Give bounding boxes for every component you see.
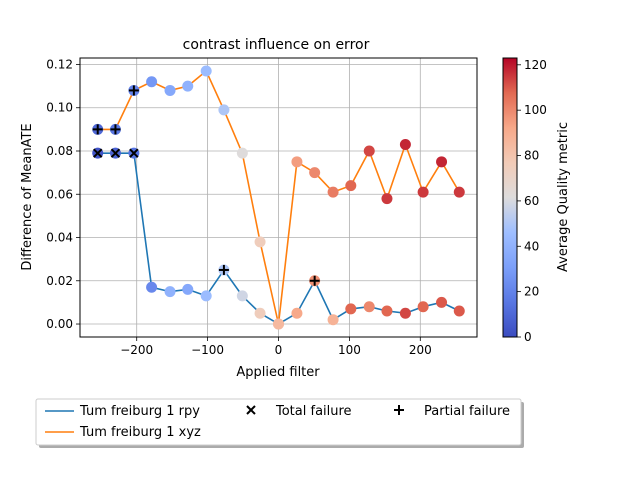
chart-title: contrast influence on error: [183, 37, 370, 53]
y-tick-label: 0.04: [46, 231, 73, 245]
colorbar-tick-label: 100: [524, 103, 547, 117]
data-point-series-1: [164, 84, 176, 96]
data-point-series-0: [146, 281, 158, 293]
failure-markers: [92, 85, 320, 286]
colorbar-tick-label: 80: [524, 149, 539, 163]
data-point-series-1: [381, 193, 393, 205]
x-tick-label: 100: [338, 343, 361, 357]
total-failure-stroke: [129, 148, 139, 158]
data-point-series-1: [218, 104, 230, 116]
data-point-series-1: [327, 186, 339, 198]
legend: Tum freiburg 1 rpy Tum freiburg 1 xyz To…: [35, 398, 524, 448]
data-point-series-1: [182, 80, 194, 92]
legend-label-partial-failure: Partial failure: [424, 404, 510, 419]
partial-failure-marker: [128, 85, 139, 96]
x-tick-label: −200: [120, 343, 153, 357]
data-point-series-0: [345, 303, 357, 315]
data-point-series-0: [291, 307, 303, 319]
colorbar-ticks: 0 20 40 60 80 100 120: [517, 58, 547, 344]
colorbar-tick-label: 120: [524, 58, 547, 72]
partial-failure-marker: [309, 275, 320, 286]
x-axis: −200 −100 0 100 200: [120, 337, 432, 357]
y-tick-label: 0.10: [46, 101, 73, 115]
data-point-series-0: [436, 296, 448, 308]
legend-marker-partial-failure: [394, 405, 404, 415]
y-axis: 0.00 0.02 0.04 0.06 0.08 0.10 0.12: [46, 57, 80, 331]
plot-area: [79, 57, 478, 338]
total-failure-marker: [110, 148, 121, 158]
data-point-series-1: [309, 167, 321, 179]
colorbar-tick-label: 0: [524, 330, 532, 344]
data-point-series-1: [436, 156, 448, 168]
data-point-series-1: [291, 156, 303, 168]
colorbar-tick-label: 60: [524, 194, 539, 208]
y-tick-label: 0.12: [46, 57, 73, 71]
data-point-series-1: [399, 139, 411, 151]
partial-failure-marker: [110, 124, 121, 135]
data-point-series-1: [200, 65, 212, 77]
legend-label-rpy: Tum freiburg 1 rpy: [79, 404, 200, 419]
data-point-series-0: [381, 305, 393, 317]
total-failure-stroke: [110, 148, 121, 158]
data-point-series-1: [417, 186, 429, 198]
data-point-series-1: [453, 186, 465, 198]
data-point-series-0: [200, 290, 212, 302]
y-tick-label: 0.02: [46, 274, 73, 288]
x-tick-label: 200: [409, 343, 432, 357]
data-point-series-1: [236, 147, 248, 159]
data-point-series-0: [236, 290, 248, 302]
colorbar: 0 20 40 60 80 100 120 Average Quality metric: [502, 57, 571, 344]
data-point-series-0: [417, 301, 429, 313]
data-point-series-1: [363, 145, 375, 157]
data-point-series-1: [273, 318, 284, 330]
colorbar-tick-label: 40: [524, 239, 539, 253]
data-points: [92, 65, 465, 330]
data-point-series-0: [254, 307, 266, 319]
x-tick-label: −100: [191, 343, 224, 357]
partial-failure-marker: [92, 124, 103, 135]
x-tick-label: 0: [275, 343, 283, 357]
colorbar-label: Average Quality metric: [556, 122, 571, 272]
legend-label-total-failure: Total failure: [275, 404, 352, 419]
legend-label-xyz: Tum freiburg 1 xyz: [79, 425, 201, 440]
data-point-series-1: [345, 180, 357, 192]
y-tick-label: 0.00: [46, 317, 73, 331]
total-failure-stroke: [93, 148, 103, 158]
data-point-series-0: [327, 314, 339, 326]
data-point-series-0: [182, 283, 194, 295]
y-tick-label: 0.08: [46, 144, 73, 158]
y-axis-label: Difference of MeanATE: [20, 123, 35, 270]
x-axis-label: Applied filter: [236, 365, 320, 380]
partial-failure-marker: [218, 264, 229, 275]
data-point-series-0: [164, 286, 176, 298]
data-point-series-0: [399, 307, 411, 319]
data-point-series-1: [146, 76, 158, 88]
total-failure-marker: [93, 148, 103, 158]
data-point-series-1: [254, 236, 266, 248]
colorbar-gradient: [502, 57, 518, 338]
legend-marker-total-failure: [246, 405, 256, 415]
data-point-series-0: [453, 305, 465, 317]
data-point-series-0: [363, 301, 375, 313]
total-failure-marker: [129, 148, 139, 158]
y-tick-label: 0.06: [46, 187, 73, 201]
colorbar-tick-label: 20: [524, 285, 539, 299]
